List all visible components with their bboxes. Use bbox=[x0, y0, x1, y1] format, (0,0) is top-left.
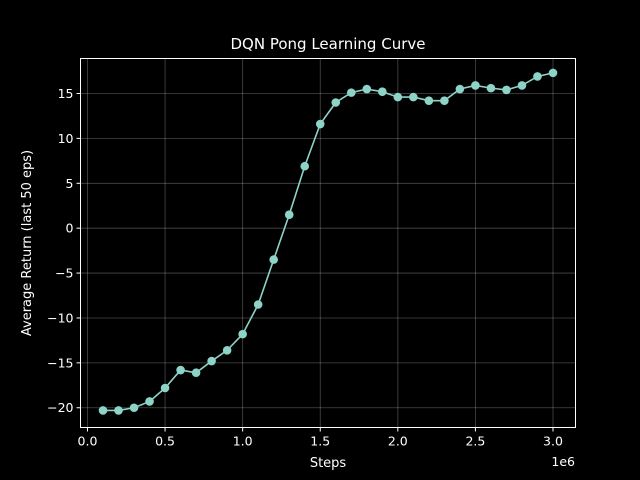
series-markers bbox=[98, 68, 558, 415]
x-tick-label: 0.5 bbox=[155, 434, 175, 449]
x-tick-label: 0.0 bbox=[78, 434, 98, 449]
x-tick-label: 2.5 bbox=[465, 434, 485, 449]
y-tick-label: 15 bbox=[58, 86, 74, 101]
x-tick-label: 1.0 bbox=[233, 434, 253, 449]
data-point bbox=[269, 255, 278, 264]
data-point bbox=[393, 92, 403, 102]
y-tick-label: −15 bbox=[47, 355, 73, 370]
y-tick-label: −5 bbox=[55, 266, 73, 281]
data-point bbox=[300, 161, 310, 171]
x-axis-offset-label: 1e6 bbox=[551, 454, 575, 469]
data-point bbox=[424, 96, 434, 105]
y-axis-ticks: −20 −15 −10 −5 0 5 10 15 bbox=[47, 86, 81, 415]
y-tick-label: −10 bbox=[47, 310, 73, 325]
data-point bbox=[548, 68, 558, 78]
x-tick-label: 2.0 bbox=[388, 434, 408, 449]
data-point bbox=[362, 84, 372, 94]
data-point bbox=[346, 88, 356, 97]
data-point bbox=[129, 403, 139, 413]
y-axis-label: Average Return (last 50 eps) bbox=[20, 150, 35, 336]
x-axis-ticks: 0.0 0.5 1.0 1.5 2.0 2.5 3.0 bbox=[78, 427, 563, 449]
x-axis-label: Steps bbox=[310, 456, 347, 471]
data-point bbox=[253, 300, 263, 309]
grid bbox=[80, 58, 576, 428]
data-point bbox=[284, 210, 294, 220]
data-point bbox=[517, 81, 527, 90]
chart-title: DQN Pong Learning Curve bbox=[231, 35, 426, 53]
data-point bbox=[160, 383, 170, 393]
data-point bbox=[378, 87, 387, 97]
data-point bbox=[502, 85, 511, 95]
data-point bbox=[222, 345, 232, 355]
y-tick-label: 10 bbox=[58, 131, 74, 146]
y-tick-label: 0 bbox=[66, 221, 74, 236]
data-point bbox=[191, 368, 201, 378]
data-point bbox=[315, 119, 325, 129]
data-point bbox=[533, 72, 542, 81]
data-point bbox=[440, 96, 449, 105]
x-tick-label: 1.5 bbox=[310, 434, 330, 449]
x-tick-label: 3.0 bbox=[543, 434, 563, 449]
data-point bbox=[207, 356, 216, 366]
data-point bbox=[98, 406, 108, 415]
data-point bbox=[176, 365, 185, 375]
data-point bbox=[409, 92, 418, 102]
data-point bbox=[486, 83, 496, 93]
axes-frame bbox=[80, 58, 576, 428]
data-point bbox=[238, 329, 247, 339]
y-tick-label: 5 bbox=[66, 176, 74, 191]
y-tick-label: −20 bbox=[47, 400, 73, 415]
data-point bbox=[114, 406, 123, 415]
data-point bbox=[455, 84, 465, 94]
data-point bbox=[471, 81, 480, 90]
data-point bbox=[331, 98, 341, 107]
data-point bbox=[145, 397, 154, 406]
